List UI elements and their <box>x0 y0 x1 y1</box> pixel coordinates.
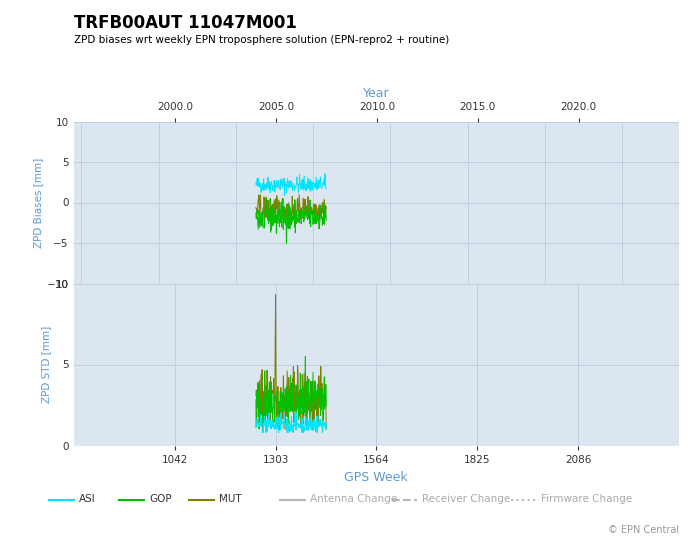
Text: ASI: ASI <box>79 495 96 504</box>
X-axis label: GPS Week: GPS Week <box>344 471 408 484</box>
Text: GOP: GOP <box>149 495 172 504</box>
Text: MUT: MUT <box>219 495 241 504</box>
Text: ZPD biases wrt weekly EPN troposphere solution (EPN-repro2 + routine): ZPD biases wrt weekly EPN troposphere so… <box>74 35 449 45</box>
Y-axis label: ZPD Biases [mm]: ZPD Biases [mm] <box>33 157 43 248</box>
X-axis label: Year: Year <box>363 87 390 100</box>
Text: Firmware Change: Firmware Change <box>541 495 632 504</box>
Text: TRFB00AUT 11047M001: TRFB00AUT 11047M001 <box>74 14 296 31</box>
Y-axis label: ZPD STD [mm]: ZPD STD [mm] <box>41 326 51 403</box>
Text: Receiver Change: Receiver Change <box>422 495 510 504</box>
Text: Antenna Change: Antenna Change <box>310 495 397 504</box>
Text: © EPN Central: © EPN Central <box>608 524 679 535</box>
